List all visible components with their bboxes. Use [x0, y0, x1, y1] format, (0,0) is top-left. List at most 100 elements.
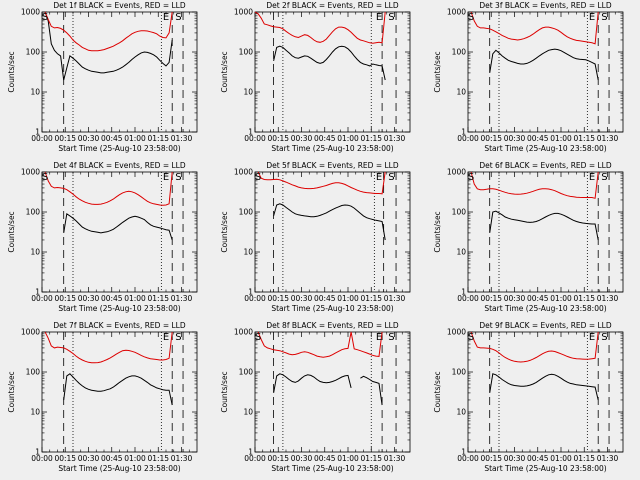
series-line-lld	[470, 331, 599, 363]
x-axis-label: Start Time (25-Aug-10 23:58:00)	[58, 304, 180, 313]
chart-title: Det 7f BLACK = Events, RED = LLD	[53, 321, 186, 330]
event-marker-e: E	[163, 172, 169, 183]
x-tick-label: 00:45	[314, 294, 336, 303]
y-tick-label: 1	[35, 128, 40, 137]
chart-panel-3: Det 3f BLACK = Events, RED = LLD 1 10 100 10…	[433, 1, 624, 153]
x-tick-label: 00:15	[267, 134, 289, 143]
event-marker-e: E	[163, 12, 169, 23]
x-tick-label: 01:00	[337, 294, 359, 303]
series-line-events	[489, 210, 599, 241]
y-axis-label: Counts/sec	[433, 51, 442, 92]
series-line-lld	[44, 11, 173, 52]
x-tick-label: 01:00	[124, 134, 146, 143]
event-marker-s: S	[601, 12, 607, 23]
series-line-events	[489, 373, 599, 401]
x-tick-label: 01:15	[573, 294, 595, 303]
y-axis-label: Counts/sec	[433, 371, 442, 412]
x-tick-label: 01:15	[147, 294, 169, 303]
x-tick-label: 01:00	[550, 454, 572, 463]
chart-panel-8: Det 8f BLACK = Events, RED = LLD 1 10 100 10…	[220, 321, 411, 473]
x-tick-label: 00:00	[457, 134, 479, 143]
series-line-events	[273, 203, 386, 241]
y-axis-label: Counts/sec	[7, 371, 16, 412]
x-tick-label: 00:30	[291, 294, 313, 303]
y-tick-label: 100	[452, 208, 467, 217]
event-marker-s: S	[468, 12, 474, 23]
chart-title: Det 4f BLACK = Events, RED = LLD	[53, 161, 186, 170]
series-line-events	[273, 373, 383, 406]
x-tick-label: 00:30	[78, 454, 100, 463]
x-tick-label: 00:45	[527, 134, 549, 143]
x-tick-label: 00:00	[457, 454, 479, 463]
event-marker-s: S	[468, 172, 474, 183]
x-tick-label: 01:00	[124, 454, 146, 463]
y-tick-label: 1	[35, 288, 40, 297]
x-axis-label: Start Time (25-Aug-10 23:58:00)	[271, 144, 393, 153]
y-tick-label: 1000	[447, 168, 466, 177]
y-tick-label: 1	[248, 128, 253, 137]
event-marker-e: E	[376, 172, 382, 183]
x-axis-label: Start Time (25-Aug-10 23:58:00)	[484, 144, 606, 153]
x-tick-label: 00:30	[504, 294, 526, 303]
y-tick-label: 10	[243, 248, 253, 257]
y-tick-label: 1000	[447, 328, 466, 337]
x-tick-label: 00:00	[31, 294, 53, 303]
y-tick-label: 1000	[447, 8, 466, 17]
x-tick-label: 00:00	[457, 294, 479, 303]
event-marker-e: E	[376, 12, 382, 23]
y-axis-label: Counts/sec	[220, 371, 229, 412]
y-tick-label: 10	[30, 88, 40, 97]
chart-panel-1: Det 1f BLACK = Events, RED = LLD 1 10 100 10…	[7, 1, 198, 153]
x-tick-label: 00:15	[267, 454, 289, 463]
x-tick-label: 00:15	[480, 454, 502, 463]
x-axis-label: Start Time (25-Aug-10 23:58:00)	[58, 144, 180, 153]
x-axis-label: Start Time (25-Aug-10 23:58:00)	[271, 464, 393, 473]
x-tick-label: 01:00	[124, 294, 146, 303]
y-axis-label: Counts/sec	[7, 51, 16, 92]
x-tick-label: 00:45	[527, 294, 549, 303]
y-tick-label: 100	[452, 368, 467, 377]
event-marker-e: E	[589, 172, 595, 183]
y-tick-label: 100	[239, 48, 254, 57]
x-axis-label: Start Time (25-Aug-10 23:58:00)	[271, 304, 393, 313]
x-tick-label: 00:45	[101, 454, 123, 463]
y-tick-label: 100	[26, 368, 41, 377]
y-tick-label: 100	[26, 48, 41, 57]
y-tick-label: 100	[239, 368, 254, 377]
series-line-events	[273, 45, 386, 81]
event-marker-e: E	[163, 332, 169, 343]
x-tick-label: 00:30	[504, 454, 526, 463]
series-line-lld	[254, 11, 386, 44]
chart-panel-9: Det 9f BLACK = Events, RED = LLD 1 10 100 10…	[433, 321, 624, 473]
chart-panel-4: Det 4f BLACK = Events, RED = LLD 1 10 100 10…	[7, 161, 198, 313]
x-tick-label: 00:15	[480, 294, 502, 303]
series-line-events	[44, 11, 173, 81]
y-tick-label: 1000	[21, 168, 40, 177]
x-tick-label: 00:30	[504, 134, 526, 143]
x-tick-label: 00:00	[31, 134, 53, 143]
x-tick-label: 01:30	[597, 454, 619, 463]
y-tick-label: 1	[461, 288, 466, 297]
x-tick-label: 00:30	[291, 454, 313, 463]
x-tick-label: 01:00	[550, 294, 572, 303]
event-marker-s: S	[601, 332, 607, 343]
y-tick-label: 10	[30, 408, 40, 417]
chart-title: Det 2f BLACK = Events, RED = LLD	[266, 1, 399, 10]
y-tick-label: 10	[243, 88, 253, 97]
chart-title: Det 5f BLACK = Events, RED = LLD	[266, 161, 399, 170]
y-tick-label: 100	[239, 208, 254, 217]
chart-title: Det 3f BLACK = Events, RED = LLD	[479, 1, 612, 10]
chart-title: Det 6f BLACK = Events, RED = LLD	[479, 161, 612, 170]
x-tick-label: 01:30	[171, 454, 193, 463]
x-tick-label: 00:00	[244, 294, 266, 303]
x-tick-label: 00:30	[291, 134, 313, 143]
event-marker-e: E	[589, 332, 595, 343]
x-tick-label: 01:15	[573, 134, 595, 143]
series-line-lld	[44, 331, 173, 364]
y-axis-label: Counts/sec	[7, 211, 16, 252]
x-tick-label: 01:30	[384, 454, 406, 463]
x-tick-label: 00:15	[54, 294, 76, 303]
x-tick-label: 01:30	[597, 134, 619, 143]
y-tick-label: 10	[30, 248, 40, 257]
